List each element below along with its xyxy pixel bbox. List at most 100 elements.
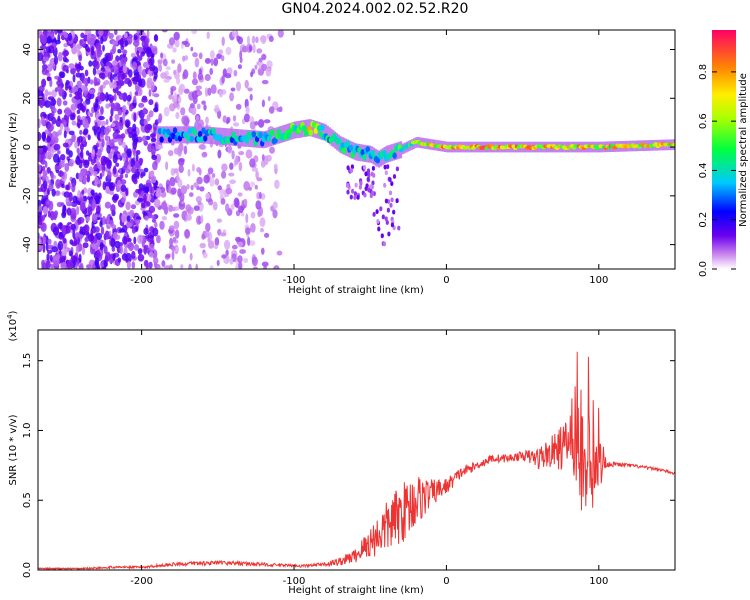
noise-blob — [181, 115, 187, 125]
noise-blob — [137, 235, 143, 244]
noise-blob — [88, 206, 93, 216]
noise-blob — [112, 254, 115, 261]
noise-blob — [171, 246, 176, 251]
noise-blob — [128, 242, 134, 251]
noise-blob — [124, 33, 128, 38]
noise-blob — [151, 146, 156, 156]
noise-blob — [268, 96, 271, 101]
noise-blob — [175, 112, 179, 119]
noise-blob — [211, 58, 214, 65]
noise-blob — [142, 40, 147, 48]
noise-blob — [62, 50, 69, 56]
noise-blob — [50, 172, 54, 179]
noise-blob — [178, 145, 182, 155]
noise-blob — [47, 77, 52, 81]
noise-blob — [142, 136, 147, 142]
noise-blob — [104, 127, 110, 135]
noise-blob — [238, 151, 244, 155]
y-tick-label: -20 — [22, 188, 33, 204]
ridge-cell — [252, 131, 256, 137]
noise-blob — [69, 239, 73, 244]
noise-blob — [81, 190, 84, 195]
noise-blob — [112, 81, 116, 89]
ridge-cell — [193, 130, 197, 136]
noise-blob — [89, 90, 95, 95]
noise-blob — [77, 119, 81, 129]
noise-blob — [106, 231, 110, 240]
noise-blob — [144, 245, 149, 250]
noise-blob — [151, 175, 156, 183]
bottom-y-axis-label: SNR (10 * v/v) — [8, 414, 19, 485]
noise-blob — [127, 261, 131, 269]
noise-blob — [239, 249, 246, 254]
noise-blob — [235, 155, 239, 165]
ridge-cell — [346, 141, 350, 147]
noise-blob — [41, 35, 47, 45]
noise-blob — [122, 105, 126, 113]
noise-blob — [147, 30, 150, 38]
noise-blob — [57, 98, 62, 107]
noise-blob — [40, 183, 46, 192]
noise-blob — [262, 262, 269, 267]
noise-blob — [105, 66, 110, 73]
noise-blob — [94, 226, 100, 232]
noise-blob — [269, 36, 274, 42]
noise-blob — [249, 158, 255, 167]
noise-blob — [189, 192, 194, 197]
noise-blob — [77, 218, 81, 225]
noise-blob — [78, 55, 82, 62]
colorbar-tick-label: 0.0 — [698, 261, 709, 277]
noise-blob — [146, 48, 152, 57]
noise-blob — [64, 131, 67, 139]
noise-blob — [41, 215, 45, 219]
noise-blob — [111, 103, 115, 110]
noise-blob — [122, 166, 127, 171]
x-tick-label: 100 — [589, 576, 608, 587]
noise-blob — [120, 245, 123, 254]
noise-blob — [266, 68, 272, 77]
noise-blob — [174, 168, 179, 173]
noise-blob — [118, 138, 123, 146]
noise-blob — [148, 99, 153, 105]
noise-blob — [131, 204, 136, 209]
noise-blob — [262, 100, 265, 108]
noise-blob — [46, 260, 51, 269]
noise-blob — [153, 93, 159, 97]
noise-blob — [60, 154, 65, 160]
noise-blob — [276, 107, 282, 112]
noise-blob — [104, 80, 109, 85]
noise-blob — [250, 223, 256, 233]
noise-blob — [274, 164, 278, 170]
noise-blob — [119, 168, 122, 174]
noise-blob — [215, 237, 220, 246]
noise-blob — [171, 187, 177, 194]
ridge-cell — [270, 129, 274, 135]
noise-blob — [155, 192, 161, 198]
noise-blob — [90, 79, 94, 84]
noise-blob — [161, 201, 167, 210]
noise-blob — [180, 264, 183, 268]
noise-blob — [95, 61, 100, 70]
noise-blob — [96, 43, 102, 51]
noise-blob — [63, 120, 67, 127]
noise-blob — [83, 177, 87, 185]
noise-blob — [74, 141, 78, 148]
noise-blob — [172, 250, 175, 260]
noise-blob — [171, 59, 175, 63]
noise-blob — [117, 49, 121, 53]
noise-blob — [45, 152, 52, 159]
noise-blob — [183, 69, 188, 79]
ridge-tail-cell — [373, 212, 376, 217]
noise-blob — [197, 104, 201, 110]
noise-blob — [95, 81, 100, 85]
noise-blob — [148, 262, 152, 269]
noise-blob — [172, 47, 176, 52]
noise-blob — [193, 96, 198, 104]
noise-blob — [148, 59, 153, 66]
noise-blob — [112, 45, 116, 54]
ridge-tail-cell — [359, 181, 362, 186]
noise-blob — [36, 178, 41, 187]
x-tick-label: 100 — [589, 275, 608, 286]
noise-blob — [203, 252, 208, 258]
noise-blob — [72, 229, 75, 239]
